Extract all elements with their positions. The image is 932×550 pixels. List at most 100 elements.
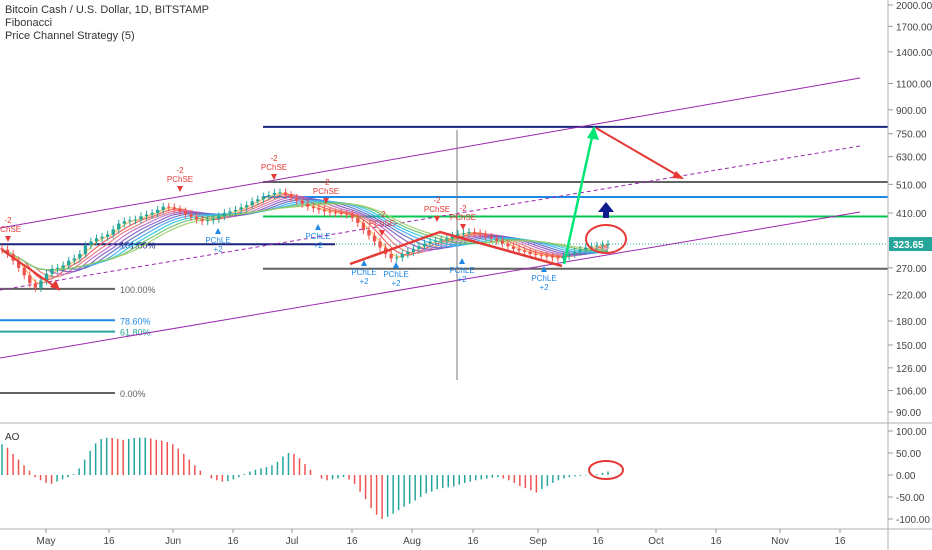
price-axis-tick-label: 410.00 bbox=[896, 209, 927, 220]
long-entry-arrow-icon bbox=[459, 258, 465, 264]
arrowhead-icon bbox=[50, 280, 60, 290]
highlight-circle bbox=[585, 224, 627, 254]
candle-body bbox=[89, 241, 93, 246]
candle-body bbox=[283, 192, 288, 196]
candle-body bbox=[94, 238, 99, 242]
symbol-title[interactable]: Bitcoin Cash / U.S. Dollar, 1D, BITSTAMP bbox=[5, 4, 209, 16]
candle-body bbox=[372, 235, 377, 242]
candle-body bbox=[467, 231, 471, 234]
time-axis-tick-label: May bbox=[37, 536, 56, 547]
channel-upper-line bbox=[0, 77, 861, 229]
candle-body bbox=[428, 241, 432, 244]
candle-body bbox=[422, 243, 427, 247]
ao-pane[interactable] bbox=[1, 437, 609, 519]
candle-body bbox=[61, 265, 65, 268]
candle-body bbox=[17, 260, 21, 268]
candle-body bbox=[411, 248, 416, 252]
candle-body bbox=[294, 197, 299, 201]
channel-mid-line bbox=[0, 145, 861, 291]
price-axis-tick-label: 1400.00 bbox=[896, 48, 932, 59]
candle-body bbox=[517, 248, 521, 251]
candle-body bbox=[194, 216, 199, 220]
candle-body bbox=[500, 240, 505, 244]
short-entry-qty: -2 bbox=[459, 204, 467, 213]
fibonacci-indicator-label[interactable]: Fibonacci bbox=[5, 17, 53, 29]
candle-body bbox=[50, 268, 54, 274]
candle-body bbox=[267, 195, 271, 197]
ao-axis-tick-label: 100.00 bbox=[896, 427, 927, 438]
ao-indicator-label[interactable]: AO bbox=[5, 432, 20, 443]
candle-body bbox=[484, 234, 488, 237]
time-axis-tick-label: 16 bbox=[103, 536, 115, 547]
time-axis-tick-label: 16 bbox=[467, 536, 479, 547]
candle-body bbox=[572, 251, 577, 254]
candle-body bbox=[105, 234, 110, 237]
candle-body bbox=[306, 203, 310, 207]
candle-body bbox=[0, 248, 4, 250]
long-entry-qty: +2 bbox=[391, 279, 401, 288]
price-axis-tick-label: 126.00 bbox=[896, 364, 927, 375]
projection-arrow-down bbox=[595, 127, 683, 179]
price-axis-tick-label: 2000.00 bbox=[896, 1, 932, 12]
candle-body bbox=[117, 223, 121, 230]
candle-body bbox=[511, 246, 516, 249]
candle-body bbox=[545, 255, 549, 257]
candle-body bbox=[206, 220, 210, 222]
arrowhead-icon bbox=[672, 171, 684, 179]
candle-body bbox=[161, 206, 165, 210]
candle-body bbox=[128, 220, 132, 222]
candle-body bbox=[433, 240, 438, 242]
short-entry-arrow-icon bbox=[379, 230, 385, 236]
candle-body bbox=[150, 212, 154, 215]
price-axis-tick-label: 270.00 bbox=[896, 264, 927, 275]
candle-body bbox=[217, 216, 221, 219]
candle-body bbox=[72, 258, 76, 261]
time-axis-tick-label: 16 bbox=[710, 536, 722, 547]
candle-body bbox=[300, 200, 304, 204]
candle-body bbox=[472, 231, 477, 234]
candle-body bbox=[278, 192, 282, 194]
candle-body bbox=[228, 211, 232, 213]
candle-body bbox=[506, 243, 510, 247]
moving-average-line bbox=[1, 203, 609, 271]
price-axis-tick-label: 180.00 bbox=[896, 317, 927, 328]
zigzag-line bbox=[349, 230, 563, 268]
candle-body bbox=[406, 251, 410, 254]
candle-body bbox=[322, 209, 327, 212]
price-axis-tick-label: 150.00 bbox=[896, 341, 927, 352]
long-entry-arrow-icon bbox=[361, 260, 367, 266]
long-entry-label: PChLE bbox=[351, 268, 376, 277]
long-entry-qty: +2 bbox=[457, 275, 467, 284]
time-axis-tick-label: Jul bbox=[286, 536, 299, 547]
short-entry-qty: -2 bbox=[270, 154, 278, 163]
candle-body bbox=[222, 212, 227, 217]
candle-body bbox=[78, 253, 82, 259]
time-axis-tick-label: 16 bbox=[227, 536, 239, 547]
arrowhead-icon bbox=[587, 126, 599, 140]
candle-body bbox=[111, 229, 115, 235]
zigzag-line bbox=[1, 249, 61, 291]
candle-body bbox=[445, 238, 449, 240]
candle-body bbox=[178, 209, 182, 212]
candle-body bbox=[556, 257, 560, 259]
long-entry-arrow-icon bbox=[315, 224, 321, 230]
candle-body bbox=[606, 244, 610, 246]
candle-body bbox=[28, 275, 32, 284]
candle-body bbox=[244, 205, 249, 208]
candle-body bbox=[83, 245, 88, 254]
price-channel-strategy-label[interactable]: Price Channel Strategy (5) bbox=[5, 30, 135, 42]
candle-body bbox=[317, 208, 321, 210]
price-axis-tick-label: 900.00 bbox=[896, 106, 927, 117]
candle-body bbox=[133, 219, 138, 221]
short-entry-label: PChSE bbox=[261, 163, 287, 172]
candle-body bbox=[389, 253, 393, 259]
candle-body bbox=[33, 283, 38, 288]
candle-body bbox=[5, 249, 10, 254]
candle-body bbox=[261, 196, 265, 200]
long-entry-arrow-icon bbox=[215, 228, 221, 234]
blue-up-arrow-icon bbox=[598, 202, 614, 218]
price-axis-tick-label: 90.00 bbox=[896, 408, 921, 419]
